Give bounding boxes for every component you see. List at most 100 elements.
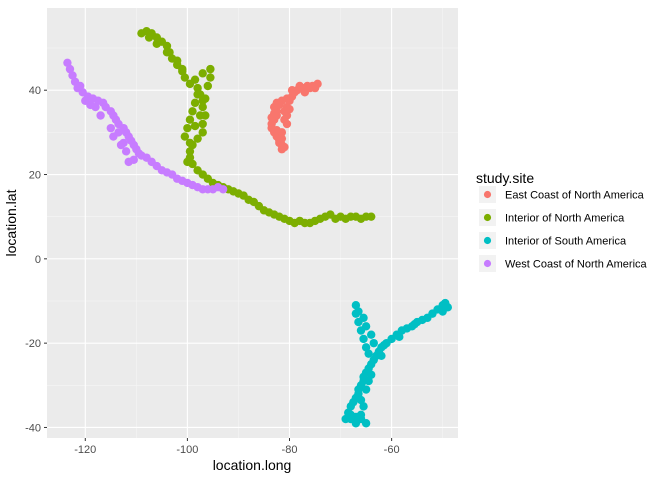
data-point	[277, 128, 287, 137]
y-tick-label: -40	[25, 422, 41, 434]
data-point	[188, 107, 197, 116]
data-point	[152, 39, 161, 49]
data-point	[190, 98, 200, 108]
data-point	[201, 94, 210, 103]
data-point	[114, 128, 123, 137]
y-axis-title: location.lat	[3, 189, 19, 256]
data-point	[377, 351, 386, 360]
data-point	[367, 370, 376, 379]
legend-label: East Coast of North America	[505, 190, 645, 202]
data-point	[63, 58, 72, 68]
x-tick-label: -100	[176, 444, 198, 456]
y-tick-label: 40	[29, 85, 41, 97]
data-point	[75, 81, 85, 91]
data-point	[190, 121, 200, 131]
data-point	[346, 410, 355, 420]
data-point	[361, 322, 371, 331]
legend-swatch	[483, 236, 492, 245]
data-point	[364, 349, 373, 358]
data-point	[106, 123, 116, 133]
plot-panel	[47, 8, 458, 438]
data-point	[65, 64, 75, 74]
data-point	[359, 313, 368, 323]
x-axis-title: location.long	[213, 457, 292, 473]
data-point	[195, 111, 205, 120]
data-point	[351, 419, 361, 428]
data-point	[438, 307, 447, 316]
data-point	[198, 128, 207, 137]
data-point	[361, 343, 371, 352]
data-point	[183, 123, 192, 133]
y-axis-ticks: -40 -20 0 20 40	[25, 85, 47, 434]
data-point	[119, 138, 128, 148]
data-point	[203, 81, 213, 91]
data-point	[287, 86, 297, 95]
data-point	[185, 115, 195, 124]
data-point	[183, 157, 192, 167]
data-point	[361, 385, 371, 394]
data-points	[63, 26, 452, 428]
data-point	[185, 147, 195, 156]
legend-swatch	[483, 259, 492, 268]
data-point	[198, 119, 207, 129]
x-tick-label: -120	[74, 444, 96, 456]
data-point	[280, 115, 289, 124]
data-point	[193, 90, 202, 99]
data-point	[206, 64, 215, 74]
data-point	[172, 56, 182, 65]
data-point	[144, 33, 154, 42]
legend-swatch	[483, 190, 492, 199]
data-point	[218, 185, 228, 194]
data-point	[410, 319, 419, 329]
data-point	[359, 334, 368, 344]
data-point	[285, 96, 294, 105]
data-point	[198, 102, 207, 112]
y-tick-label: 20	[29, 170, 41, 182]
data-point	[269, 109, 279, 118]
data-point	[190, 75, 200, 84]
x-axis-ticks: -120 -100 -80 -60	[74, 438, 400, 456]
data-point	[129, 155, 138, 164]
data-point	[68, 71, 77, 80]
legend: study.site East Coast of North America In…	[476, 170, 648, 272]
data-point	[178, 64, 187, 74]
data-point	[275, 100, 284, 110]
y-tick-label: 0	[35, 254, 41, 266]
x-tick-label: -80	[282, 444, 298, 456]
data-point	[364, 376, 373, 386]
data-point	[356, 410, 366, 420]
data-point	[356, 395, 366, 405]
data-point	[285, 104, 294, 114]
data-point	[96, 111, 105, 120]
legend-items: East Coast of North America Interior of N…	[479, 186, 648, 272]
data-point	[180, 132, 190, 141]
data-point	[162, 48, 172, 57]
data-point	[185, 138, 195, 148]
legend-label: Interior of North America	[505, 213, 625, 225]
data-point	[162, 41, 172, 51]
data-point	[206, 73, 215, 82]
data-point	[193, 134, 202, 143]
data-point	[367, 212, 376, 221]
y-tick-label: -20	[25, 338, 41, 350]
legend-title: study.site	[476, 170, 534, 186]
data-point	[277, 134, 287, 143]
x-tick-label: -60	[384, 444, 400, 456]
data-point	[121, 147, 131, 156]
data-point	[359, 402, 368, 411]
legend-label: Interior of South America	[505, 236, 627, 248]
legend-label: West Coast of North America	[505, 259, 648, 271]
data-point	[86, 100, 95, 110]
data-point	[351, 301, 361, 310]
data-point	[369, 338, 378, 348]
data-point	[395, 332, 404, 342]
minor-gridlines	[47, 8, 458, 438]
data-point	[198, 69, 207, 78]
data-point	[310, 83, 320, 93]
data-point	[354, 307, 363, 316]
legend-swatch	[483, 213, 492, 222]
data-point	[295, 81, 304, 91]
data-point	[180, 73, 190, 82]
data-point	[367, 330, 376, 339]
